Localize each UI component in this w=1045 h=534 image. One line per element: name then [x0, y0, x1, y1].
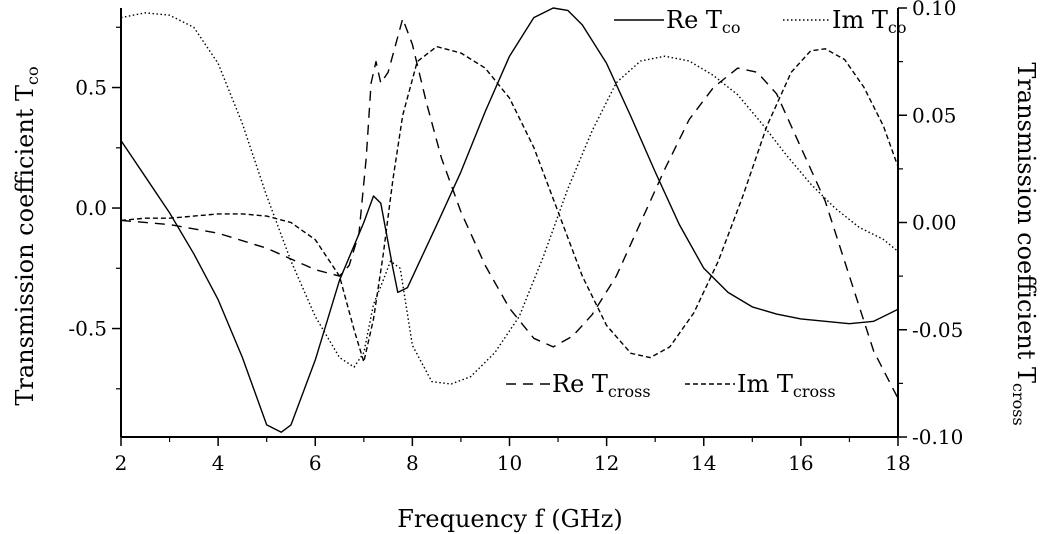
y-left-tick-label: -0.5	[68, 317, 107, 341]
x-tick-label: 18	[885, 451, 910, 475]
series-line-im-tco	[120, 12, 899, 385]
legend-label-im-tcross: Im Tcross	[737, 370, 836, 401]
series-line-re-tco	[120, 7, 899, 433]
x-tick-label: 6	[309, 451, 322, 475]
series-line-re-tcross	[120, 18, 899, 399]
y-right-tick-label: -0.05	[912, 318, 963, 342]
x-tick-label: 4	[212, 451, 225, 475]
y-right-tick-label: 0.10	[912, 0, 957, 20]
legend-item-im-tco: Im Tco	[783, 6, 906, 37]
legend-label-re-tco: Re Tco	[666, 6, 741, 37]
y-axis-title-right: Transmission coefficient Tcross	[1009, 62, 1040, 425]
legend-item-re-tcross: Re Tcross	[506, 370, 651, 401]
x-tick-label: 12	[594, 451, 619, 475]
y-left-tick-label: 0.5	[75, 76, 107, 100]
y-right-tick-label: -0.10	[912, 425, 963, 449]
legend-item-im-tcross: Im Tcross	[685, 370, 836, 401]
legend-label-re-tcross: Re Tcross	[552, 370, 651, 401]
y-right-tick-label: 0.05	[912, 103, 957, 127]
legend-label-im-tco: Im Tco	[832, 6, 906, 37]
y-axis-title-left-sub: co	[23, 66, 42, 85]
x-tick-label: 16	[788, 451, 813, 475]
series-line-im-tcross	[120, 45, 899, 363]
legend-item-re-tco: Re Tco	[614, 6, 741, 37]
y-axis-title-right-main: Transmission coefficient T	[1012, 62, 1040, 383]
x-tick-label: 2	[115, 451, 128, 475]
y-axis-title-left: Transmission coefficient Tco	[11, 66, 42, 405]
y-left-tick-label: 0.0	[75, 196, 107, 220]
x-tick-label: 14	[691, 451, 716, 475]
x-tick-label: 8	[406, 451, 419, 475]
x-axis-title: Frequency f (GHz)	[397, 505, 622, 533]
x-tick-label: 10	[497, 451, 522, 475]
chart-axes: 2 4 6 8 10 12 14 16 18 0.5 0.0 -0.5 0.10 0.05 0.00 -0.0…	[68, 0, 963, 475]
chart-series	[120, 7, 899, 433]
y-right-tick-label: 0.00	[912, 211, 957, 235]
legend: Re Tco Im Tco Re Tcross Im Tcross	[506, 6, 906, 401]
chart-labels: Frequency f (GHz) Transmission coefficie…	[11, 62, 1040, 533]
y-axis-title-left-main: Transmission coefficient T	[11, 85, 39, 406]
y-axis-title-right-sub: cross	[1009, 383, 1028, 426]
